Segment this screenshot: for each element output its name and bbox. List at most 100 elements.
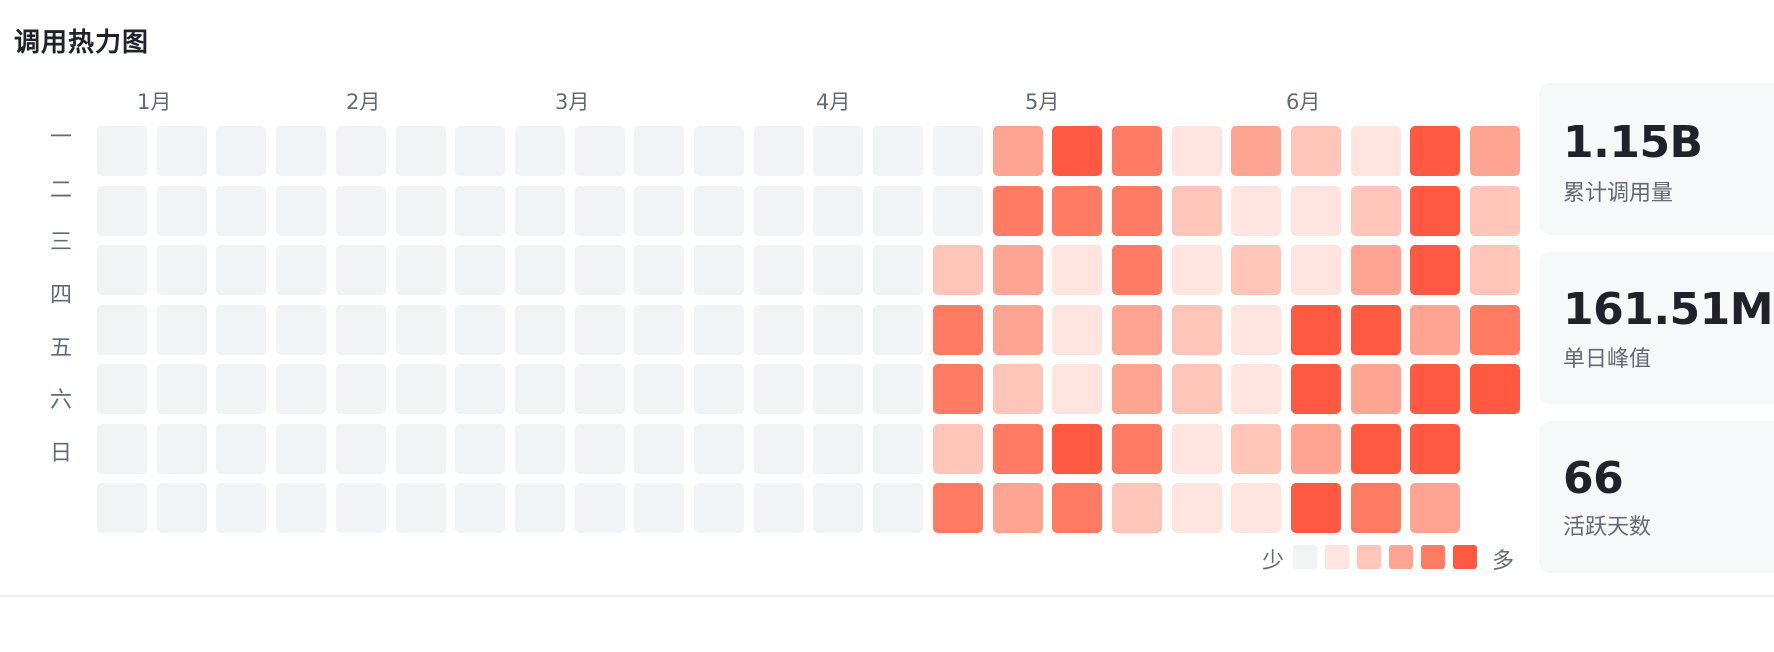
heatmap-cell[interactable]: [1172, 186, 1222, 236]
heatmap-cell[interactable]: [1052, 186, 1102, 236]
heatmap-cell[interactable]: [1231, 424, 1281, 474]
heatmap-cell[interactable]: [993, 483, 1043, 533]
heatmap-cell[interactable]: [396, 305, 446, 355]
heatmap-cell[interactable]: [694, 245, 744, 295]
heatmap-cell[interactable]: [993, 245, 1043, 295]
heatmap-cell[interactable]: [455, 424, 505, 474]
heatmap-cell[interactable]: [993, 126, 1043, 176]
heatmap-cell[interactable]: [276, 126, 326, 176]
heatmap-cell[interactable]: [1052, 483, 1102, 533]
heatmap-cell[interactable]: [157, 483, 207, 533]
heatmap-cell[interactable]: [754, 245, 804, 295]
heatmap-cell[interactable]: [813, 483, 863, 533]
heatmap-cell[interactable]: [1410, 245, 1460, 295]
heatmap-cell[interactable]: [1470, 245, 1520, 295]
heatmap-cell[interactable]: [1470, 305, 1520, 355]
heatmap-cell[interactable]: [1351, 186, 1401, 236]
heatmap-cell[interactable]: [1351, 245, 1401, 295]
heatmap-cell[interactable]: [1351, 424, 1401, 474]
heatmap-cell[interactable]: [515, 126, 565, 176]
heatmap-cell[interactable]: [216, 186, 266, 236]
heatmap-cell[interactable]: [694, 305, 744, 355]
heatmap-cell[interactable]: [157, 305, 207, 355]
heatmap-cell[interactable]: [754, 305, 804, 355]
heatmap-cell[interactable]: [813, 186, 863, 236]
heatmap-cell[interactable]: [1231, 483, 1281, 533]
heatmap-cell[interactable]: [336, 364, 386, 414]
heatmap-cell[interactable]: [97, 186, 147, 236]
heatmap-cell[interactable]: [1052, 424, 1102, 474]
heatmap-cell[interactable]: [575, 126, 625, 176]
heatmap-cell[interactable]: [97, 364, 147, 414]
heatmap-cell[interactable]: [216, 245, 266, 295]
heatmap-cell[interactable]: [1172, 364, 1222, 414]
heatmap-cell[interactable]: [1351, 364, 1401, 414]
heatmap-cell[interactable]: [515, 424, 565, 474]
heatmap-cell[interactable]: [1172, 424, 1222, 474]
heatmap-cell[interactable]: [754, 424, 804, 474]
heatmap-cell[interactable]: [634, 186, 684, 236]
heatmap-cell[interactable]: [157, 245, 207, 295]
heatmap-cell[interactable]: [754, 483, 804, 533]
heatmap-cell[interactable]: [216, 126, 266, 176]
heatmap-cell[interactable]: [276, 483, 326, 533]
heatmap-cell[interactable]: [455, 245, 505, 295]
heatmap-cell[interactable]: [694, 186, 744, 236]
heatmap-cell[interactable]: [813, 126, 863, 176]
heatmap-cell[interactable]: [1112, 126, 1162, 176]
heatmap-cell[interactable]: [97, 126, 147, 176]
heatmap-cell[interactable]: [933, 305, 983, 355]
heatmap-cell[interactable]: [1351, 305, 1401, 355]
heatmap-cell[interactable]: [1291, 483, 1341, 533]
heatmap-cell[interactable]: [1291, 305, 1341, 355]
heatmap-cell[interactable]: [396, 424, 446, 474]
heatmap-cell[interactable]: [933, 126, 983, 176]
heatmap-cell[interactable]: [993, 305, 1043, 355]
heatmap-cell[interactable]: [97, 424, 147, 474]
heatmap-cell[interactable]: [276, 186, 326, 236]
heatmap-cell[interactable]: [1470, 186, 1520, 236]
heatmap-cell[interactable]: [575, 483, 625, 533]
heatmap-cell[interactable]: [336, 186, 386, 236]
heatmap-cell[interactable]: [933, 364, 983, 414]
heatmap-cell[interactable]: [336, 126, 386, 176]
heatmap-cell[interactable]: [276, 364, 326, 414]
heatmap-cell[interactable]: [575, 305, 625, 355]
heatmap-cell[interactable]: [336, 483, 386, 533]
heatmap-cell[interactable]: [754, 364, 804, 414]
heatmap-cell[interactable]: [1112, 305, 1162, 355]
heatmap-cell[interactable]: [933, 186, 983, 236]
heatmap-cell[interactable]: [873, 245, 923, 295]
heatmap-cell[interactable]: [1052, 364, 1102, 414]
heatmap-cell[interactable]: [1231, 364, 1281, 414]
heatmap-cell[interactable]: [1291, 245, 1341, 295]
heatmap-cell[interactable]: [813, 305, 863, 355]
heatmap-cell[interactable]: [933, 483, 983, 533]
heatmap-cell[interactable]: [1112, 186, 1162, 236]
heatmap-cell[interactable]: [1231, 245, 1281, 295]
heatmap-cell[interactable]: [993, 364, 1043, 414]
heatmap-cell[interactable]: [575, 364, 625, 414]
heatmap-cell[interactable]: [1172, 126, 1222, 176]
heatmap-cell[interactable]: [575, 424, 625, 474]
heatmap-cell[interactable]: [336, 245, 386, 295]
heatmap-cell[interactable]: [873, 424, 923, 474]
heatmap-cell[interactable]: [634, 424, 684, 474]
heatmap-cell[interactable]: [1172, 483, 1222, 533]
heatmap-cell[interactable]: [216, 364, 266, 414]
heatmap-cell[interactable]: [396, 483, 446, 533]
heatmap-cell[interactable]: [1291, 186, 1341, 236]
heatmap-cell[interactable]: [157, 126, 207, 176]
heatmap-cell[interactable]: [515, 305, 565, 355]
heatmap-cell[interactable]: [1410, 186, 1460, 236]
heatmap-cell[interactable]: [157, 424, 207, 474]
heatmap-cell[interactable]: [873, 305, 923, 355]
heatmap-cell[interactable]: [515, 483, 565, 533]
heatmap-cell[interactable]: [216, 483, 266, 533]
heatmap-cell[interactable]: [694, 126, 744, 176]
heatmap-cell[interactable]: [97, 483, 147, 533]
heatmap-cell[interactable]: [1052, 126, 1102, 176]
heatmap-cell[interactable]: [1112, 364, 1162, 414]
heatmap-cell[interactable]: [455, 305, 505, 355]
heatmap-cell[interactable]: [1172, 245, 1222, 295]
